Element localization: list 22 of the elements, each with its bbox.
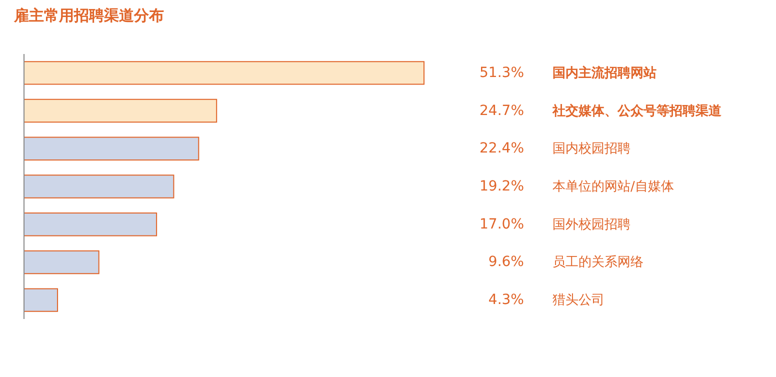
- bar: [24, 98, 218, 123]
- y-tick-label: 猎头公司: [552, 293, 604, 308]
- bar: [24, 288, 58, 312]
- data-label: 22.4%: [480, 140, 524, 157]
- data-label: 51.3%: [480, 64, 524, 81]
- bar: [24, 61, 424, 85]
- y-tick-label: 国内主流招聘网站: [552, 64, 656, 81]
- bar: [24, 212, 158, 236]
- y-tick-label: 本单位的网站/自媒体: [552, 180, 674, 194]
- y-tick-label: 员工的关系网络: [552, 255, 644, 270]
- bar: [24, 250, 100, 274]
- data-label: 4.3%: [488, 292, 524, 308]
- y-tick-label: 国内校园招聘: [552, 142, 630, 157]
- data-label: 19.2%: [480, 178, 524, 194]
- y-tick-label: 社交媒体、公众号等招聘渠道: [552, 102, 722, 119]
- y-tick-label: 国外校园招聘: [552, 217, 630, 232]
- data-label: 17.0%: [480, 216, 524, 232]
- data-label: 9.6%: [488, 254, 524, 270]
- bar: [24, 174, 174, 198]
- chart-title: 雇主常用招聘渠道分布: [13, 6, 164, 24]
- bar: [24, 136, 200, 160]
- data-label: 24.7%: [480, 102, 524, 119]
